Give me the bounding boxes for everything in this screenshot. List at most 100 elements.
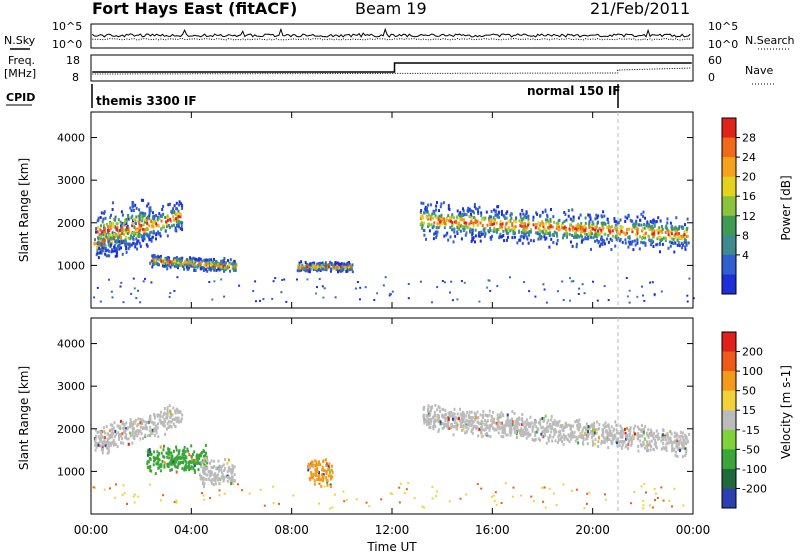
colorbar-segment — [722, 449, 736, 470]
echo-cell — [512, 230, 515, 233]
echo-cell — [307, 468, 310, 472]
echo-cell — [223, 477, 226, 481]
echo-cell — [533, 438, 536, 442]
echo-cell — [326, 483, 329, 487]
echo-cell — [600, 214, 603, 218]
echo-cell — [129, 237, 132, 241]
echo-cell — [292, 494, 295, 497]
echo-cell — [656, 228, 659, 232]
echo-cell — [550, 414, 553, 418]
echo-cell — [120, 246, 122, 250]
echo-cell — [153, 218, 156, 222]
echo-cell — [131, 429, 134, 433]
echo-cell — [329, 485, 332, 488]
echo-cell — [562, 483, 565, 486]
echo-cell — [101, 220, 104, 224]
echo-cell — [109, 216, 112, 220]
echo-cell — [537, 421, 540, 425]
echo-cell — [108, 429, 111, 433]
echo-cell — [517, 429, 520, 432]
echo-cell — [322, 460, 325, 463]
echo-cell — [439, 422, 442, 426]
echo-cell — [495, 503, 498, 506]
echo-cell — [103, 242, 106, 246]
echo-cell — [636, 231, 639, 235]
echo-cell — [588, 215, 591, 218]
echo-cell — [674, 232, 677, 236]
echo-cell — [674, 228, 677, 232]
echo-cell — [337, 270, 340, 274]
echo-cell — [148, 453, 151, 457]
echo-cell — [223, 262, 226, 266]
echo-cell — [570, 424, 573, 428]
echo-cell — [633, 434, 636, 438]
echo-cell — [552, 492, 555, 495]
echo-cell — [176, 212, 179, 216]
echo-cell — [305, 263, 308, 266]
echo-cell — [165, 415, 168, 419]
echo-cell — [561, 280, 564, 283]
echo-cell — [522, 231, 525, 235]
echo-cell — [316, 478, 319, 481]
echo-cell — [513, 230, 516, 234]
echo-cell — [629, 429, 632, 433]
echo-cell — [131, 224, 134, 228]
echo-cell — [675, 434, 678, 438]
echo-cell — [638, 427, 640, 431]
echo-cell — [148, 448, 151, 452]
echo-cell — [485, 427, 487, 431]
echo-cell — [435, 216, 438, 220]
echo-cell — [481, 421, 484, 425]
echo-cell — [159, 463, 162, 467]
echo-cell — [123, 232, 125, 236]
echo-cell — [117, 244, 119, 248]
echo-cell — [334, 493, 336, 496]
echo-cell — [492, 218, 495, 222]
echo-cell — [562, 429, 565, 433]
echo-cell — [154, 434, 156, 437]
echo-cell — [444, 409, 447, 412]
echo-cell — [640, 485, 643, 488]
echo-cell — [121, 432, 124, 436]
echo-cell — [116, 445, 119, 449]
echo-cell — [126, 242, 129, 246]
echo-cell — [597, 214, 600, 218]
echo-cell — [336, 265, 339, 269]
echo-cell — [153, 214, 156, 218]
echo-cell — [428, 229, 431, 233]
echo-cell — [595, 431, 598, 435]
echo-cell — [636, 295, 639, 298]
echo-cell — [528, 230, 531, 234]
echo-cell — [630, 502, 633, 505]
echo-cell — [121, 232, 124, 235]
echo-cell — [471, 233, 473, 237]
echo-cell — [192, 256, 195, 260]
echo-cell — [450, 219, 452, 223]
echo-cell — [537, 222, 540, 225]
echo-cell — [435, 490, 438, 493]
echo-cell — [100, 235, 102, 239]
echo-cell — [151, 222, 154, 226]
echo-cell — [150, 281, 153, 284]
echo-cell — [665, 446, 668, 450]
echo-cell — [436, 408, 439, 412]
echo-cell — [568, 440, 571, 444]
echo-cell — [407, 482, 410, 485]
echo-cell — [614, 420, 617, 424]
echo-cell — [671, 443, 674, 447]
echo-cell — [678, 227, 680, 231]
echo-cell — [642, 428, 644, 432]
echo-cell — [527, 424, 530, 428]
echo-cell — [433, 221, 436, 225]
echo-cell — [179, 457, 182, 460]
echo-cell — [185, 461, 188, 465]
echo-cell — [434, 214, 437, 218]
echo-cell — [98, 243, 101, 247]
echo-cell — [605, 425, 608, 428]
echo-cell — [325, 476, 328, 480]
echo-cell — [575, 235, 578, 239]
echo-cell — [142, 198, 145, 202]
echo-cell — [304, 269, 307, 273]
echo-cell — [344, 263, 347, 267]
echo-cell — [476, 410, 479, 414]
